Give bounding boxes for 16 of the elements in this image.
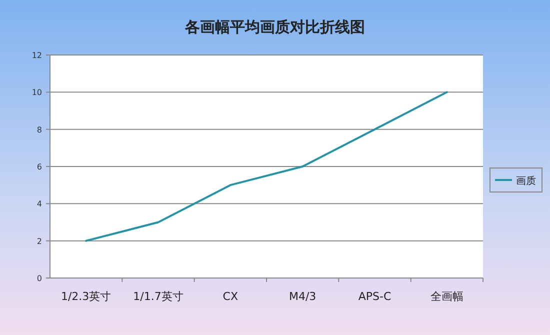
y-tick-label: 2 bbox=[36, 236, 42, 246]
chart-title: 各画幅平均画质对比折线图 bbox=[184, 18, 365, 36]
y-tick-label: 12 bbox=[32, 51, 42, 60]
x-tick-label: 1/1.7英寸 bbox=[133, 290, 184, 303]
x-tick-label: CX bbox=[222, 290, 238, 303]
y-tick-label: 6 bbox=[36, 162, 42, 172]
x-tick-label: M4/3 bbox=[288, 290, 316, 303]
x-tick-label: 全画幅 bbox=[430, 290, 464, 303]
legend-label: 画质 bbox=[516, 175, 536, 187]
y-tick-label: 8 bbox=[36, 125, 42, 134]
x-tick-label: APS-C bbox=[358, 290, 392, 303]
y-tick-label: 10 bbox=[32, 88, 42, 98]
x-tick-label: 1/2.3英寸 bbox=[60, 290, 112, 303]
y-tick-label: 0 bbox=[36, 274, 42, 283]
y-tick-label: 4 bbox=[36, 200, 42, 209]
line-series bbox=[85, 91, 448, 242]
